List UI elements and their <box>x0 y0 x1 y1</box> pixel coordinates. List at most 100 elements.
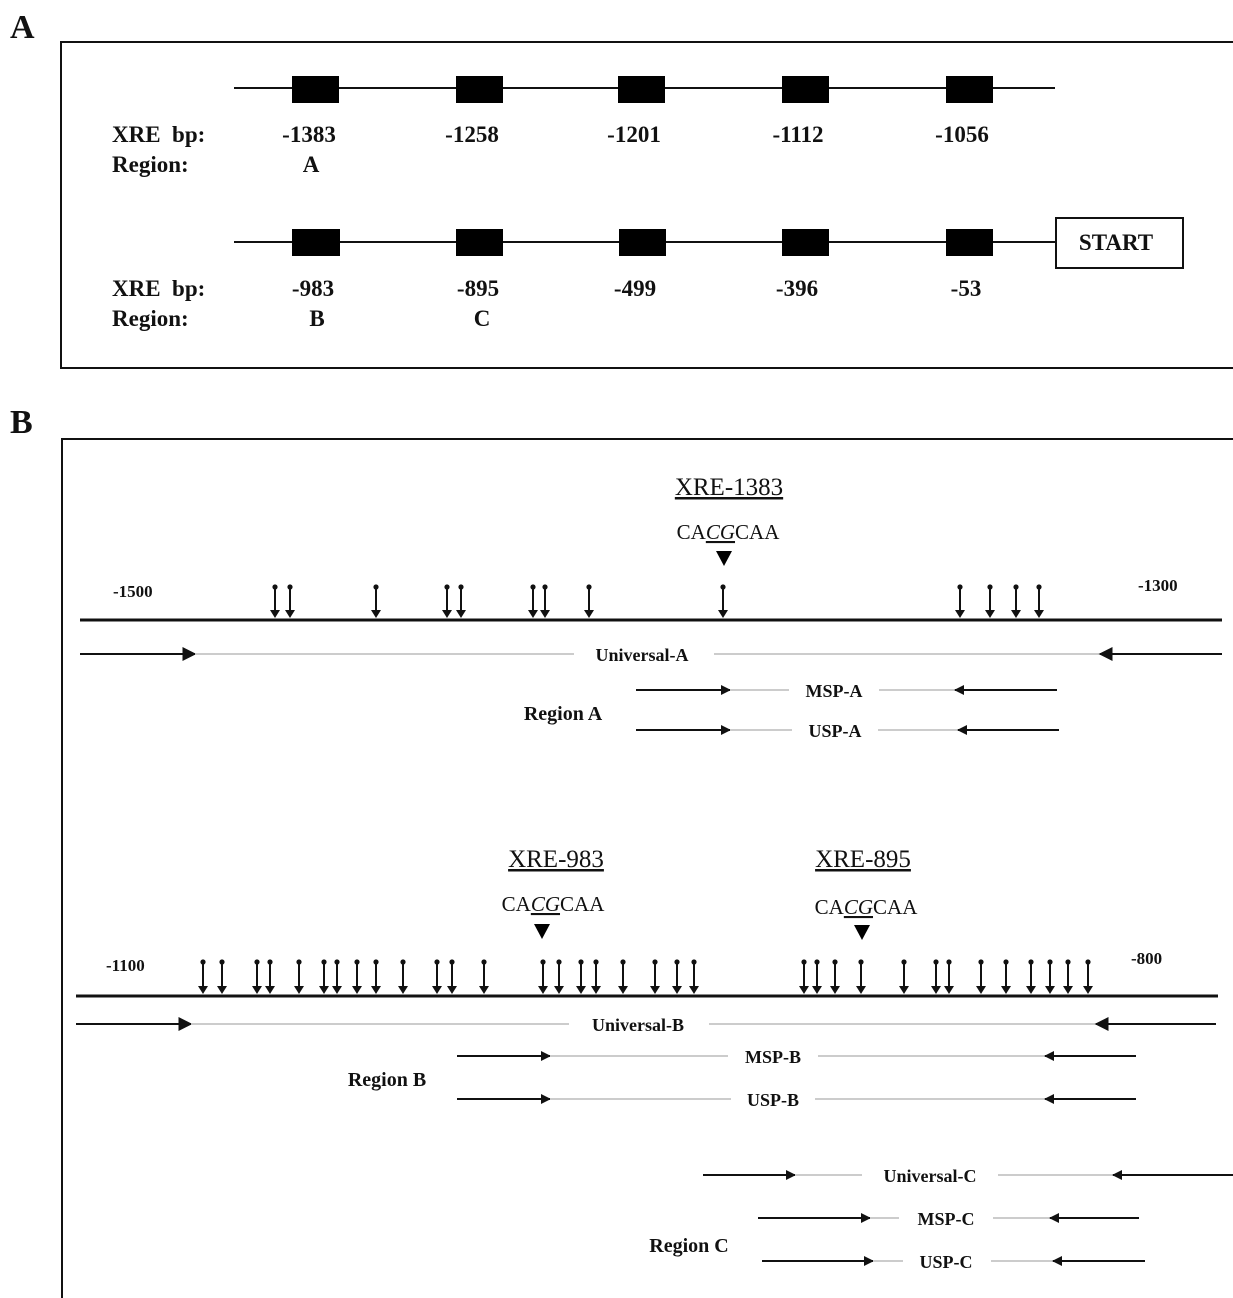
cpg-site <box>955 584 965 618</box>
pos-right-a: -1300 <box>1138 576 1178 595</box>
region-a-label: Region A <box>524 703 603 725</box>
xre-box <box>782 76 829 103</box>
cpg-site <box>856 959 866 994</box>
xre-bp-label: -1258 <box>445 122 499 147</box>
label-bg <box>903 1251 991 1271</box>
xre-1383-marker <box>716 551 732 566</box>
xre-box <box>619 229 666 256</box>
usp-c-label: USP-C <box>920 1252 973 1272</box>
xre-box <box>618 76 665 103</box>
cpg-site <box>650 959 660 994</box>
xre-bp-label: -983 <box>292 276 334 301</box>
cpg-site <box>1045 959 1055 994</box>
cpg-site <box>538 959 548 994</box>
xre-895-sequence: CACGCAA <box>815 895 919 919</box>
pos-right-b: -800 <box>1131 949 1162 968</box>
cpg-site <box>371 584 381 618</box>
pos-left-b: -1100 <box>106 956 145 975</box>
cpg-site <box>830 959 840 994</box>
label-bg <box>792 720 878 740</box>
xre-bp-label: -895 <box>457 276 499 301</box>
usp-a-label: USP-A <box>809 721 862 741</box>
cpg-site <box>812 959 822 994</box>
cpg-site <box>198 959 208 994</box>
label-bg <box>731 1089 815 1109</box>
xre-box <box>782 229 829 256</box>
cpg-site <box>944 959 954 994</box>
region-label: C <box>474 306 491 331</box>
panel-a-label: A <box>10 9 35 46</box>
row2-region-heading: Region: <box>112 306 189 331</box>
xre-983-marker <box>534 924 550 939</box>
xre-1383-sequence: CACGCAA <box>677 520 781 544</box>
xre-895-title: XRE-895 <box>815 846 911 873</box>
cpg-site <box>352 959 362 994</box>
msp-a-label: MSP-A <box>806 681 863 701</box>
row1-region-heading: Region: <box>112 152 189 177</box>
region-label: B <box>309 306 324 331</box>
cpg-site <box>618 959 628 994</box>
cpg-site <box>442 584 452 618</box>
region-b-label: Region B <box>348 1069 426 1091</box>
xre-box <box>946 76 993 103</box>
xre-box <box>946 229 993 256</box>
cpg-site <box>319 959 329 994</box>
cpg-site <box>265 959 275 994</box>
xre-983-title: XRE-983 <box>508 846 604 873</box>
region-label: A <box>303 152 320 177</box>
cpg-site <box>1083 959 1093 994</box>
xre-1383-title: XRE-1383 <box>675 474 783 501</box>
xre-boxes-row2 <box>292 229 993 256</box>
cpg-site <box>294 959 304 994</box>
cpg-site <box>540 584 550 618</box>
cpg-site <box>1001 959 1011 994</box>
universal-a-label: Universal-A <box>596 645 689 665</box>
cpg-site <box>1034 584 1044 618</box>
cpg-site <box>1026 959 1036 994</box>
xre-bp-label: -1383 <box>282 122 336 147</box>
cpg-site <box>1063 959 1073 994</box>
row1-bp-heading: XRE bp: <box>112 122 205 147</box>
cpg-site <box>217 959 227 994</box>
cpg-site <box>672 959 682 994</box>
cpg-site <box>554 959 564 994</box>
xre-bp-label: -499 <box>614 276 656 301</box>
label-bg <box>728 1046 818 1066</box>
cpg-site <box>432 959 442 994</box>
cpg-site <box>976 959 986 994</box>
xre-box <box>456 229 503 256</box>
xre-bp-label: -1056 <box>935 122 989 147</box>
xre-bp-label: -1112 <box>772 122 823 147</box>
cpg-site <box>285 584 295 618</box>
msp-b-label: MSP-B <box>745 1047 801 1067</box>
xre-bp-label: -1201 <box>607 122 661 147</box>
msp-c-label: MSP-C <box>918 1209 975 1229</box>
cpg-site <box>1011 584 1021 618</box>
cpg-site <box>479 959 489 994</box>
label-bg <box>862 1164 998 1186</box>
xre-bp-label: -53 <box>951 276 982 301</box>
start-box <box>1055 217 1184 269</box>
cpg-site <box>931 959 941 994</box>
pos-left-a: -1500 <box>113 582 153 601</box>
cpg-site <box>718 584 728 618</box>
cpg-sites-a <box>270 584 1044 618</box>
panel-b-label: B <box>10 404 33 441</box>
label-bg <box>789 680 879 700</box>
xre-box <box>292 76 339 103</box>
cpg-site <box>398 959 408 994</box>
xre-bp-label: -396 <box>776 276 818 301</box>
cpg-site <box>371 959 381 994</box>
panel-b-frame <box>61 438 1233 1298</box>
xre-boxes-row1 <box>292 76 993 103</box>
cpg-site <box>591 959 601 994</box>
label-bg <box>899 1208 993 1228</box>
usp-b-label: USP-B <box>747 1090 799 1110</box>
cpg-site <box>584 584 594 618</box>
panel-a-frame <box>60 41 1233 369</box>
cpg-site <box>252 959 262 994</box>
cpg-site <box>270 584 280 618</box>
label-bg <box>569 1013 709 1035</box>
cpg-sites-b <box>198 959 1093 994</box>
